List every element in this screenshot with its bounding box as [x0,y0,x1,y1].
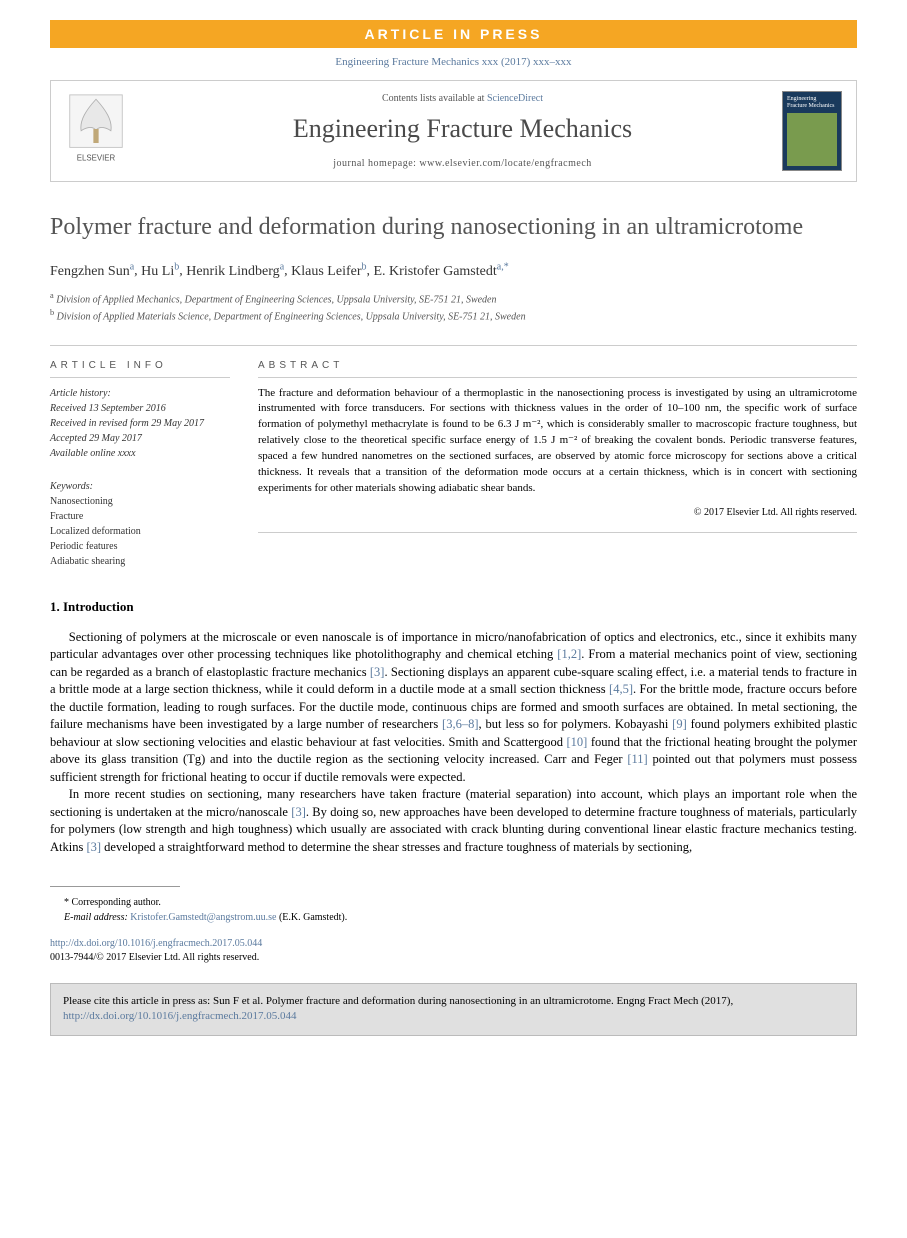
section-heading-introduction: 1. Introduction [50,599,857,615]
journal-homepage: journal homepage: www.elsevier.com/locat… [143,158,782,169]
article-history: Article history: Received 13 September 2… [50,386,230,461]
ref-link[interactable]: [1,2] [557,647,581,661]
header-middle: Contents lists available at ScienceDirec… [143,93,782,169]
abstract-header: ABSTRACT [258,360,857,378]
corresponding-author-label: * Corresponding author. [64,895,857,910]
issn-copyright: 0013-7944/© 2017 Elsevier Ltd. All right… [50,952,259,963]
ref-link[interactable]: [3] [86,840,101,854]
header-citation: Engineering Fracture Mechanics xxx (2017… [50,56,857,68]
ref-link[interactable]: [9] [672,717,687,731]
history-online: Available online xxxx [50,446,230,461]
ref-link[interactable]: [4,5] [609,682,633,696]
homepage-url[interactable]: www.elsevier.com/locate/engfracmech [419,158,591,169]
affiliations: a Division of Applied Mechanics, Departm… [50,290,857,325]
intro-paragraph-2: In more recent studies on sectioning, ma… [50,786,857,856]
ref-link[interactable]: [3] [291,805,306,819]
author[interactable]: Henrik Lindberga [186,264,284,279]
header-citation-link[interactable]: Engineering Fracture Mechanics xxx (2017… [335,56,571,68]
keyword-item: Localized deformation [50,524,230,539]
article-info-header: ARTICLE INFO [50,360,230,378]
doi-link[interactable]: http://dx.doi.org/10.1016/j.engfracmech.… [50,938,262,949]
elsevier-logo[interactable]: ELSEVIER [65,94,143,168]
corresponding-author-block: * Corresponding author. E-mail address: … [50,895,857,925]
doi-block: http://dx.doi.org/10.1016/j.engfracmech.… [50,937,857,965]
contents-prefix: Contents lists available at [382,93,487,104]
article-info-column: ARTICLE INFO Article history: Received 1… [50,360,230,569]
keyword-item: Adiabatic shearing [50,554,230,569]
keyword-item: Fracture [50,509,230,524]
journal-header-box: ELSEVIER Contents lists available at Sci… [50,80,857,182]
ref-link[interactable]: [11] [627,752,647,766]
journal-cover-thumbnail[interactable]: Engineering Fracture Mechanics [782,91,842,171]
email-label: E-mail address: [64,912,130,923]
elsevier-label: ELSEVIER [77,154,116,163]
cover-title: Engineering Fracture Mechanics [787,96,837,109]
homepage-label: journal homepage: [333,158,419,169]
history-accepted: Accepted 29 May 2017 [50,431,230,446]
email-line: E-mail address: Kristofer.Gamstedt@angst… [64,910,857,925]
citation-box: Please cite this article in press as: Su… [50,983,857,1036]
abstract-column: ABSTRACT The fracture and deformation be… [258,360,857,569]
ref-link[interactable]: [10] [566,735,587,749]
ref-link[interactable]: [3] [370,665,385,679]
authors-list: Fengzhen Suna, Hu Lib, Henrik Lindberga,… [50,261,857,280]
ref-link[interactable]: [3,6–8] [442,717,478,731]
abstract-text: The fracture and deformation behaviour o… [258,386,857,498]
history-revised: Received in revised form 29 May 2017 [50,416,230,431]
article-title: Polymer fracture and deformation during … [50,212,857,243]
keyword-item: Nanosectioning [50,494,230,509]
sciencedirect-link[interactable]: ScienceDirect [487,93,543,104]
copyright-line: © 2017 Elsevier Ltd. All rights reserved… [258,507,857,518]
journal-name: Engineering Fracture Mechanics [143,114,782,144]
citation-doi-link[interactable]: http://dx.doi.org/10.1016/j.engfracmech.… [63,1010,297,1022]
cover-image [787,113,837,166]
affiliation-a: a Division of Applied Mechanics, Departm… [50,290,857,307]
abstract-divider [258,532,857,533]
keywords-title: Keywords: [50,479,230,494]
author[interactable]: Fengzhen Suna [50,264,134,279]
history-title: Article history: [50,386,230,401]
intro-paragraph-1: Sectioning of polymers at the microscale… [50,629,857,787]
email-link[interactable]: Kristofer.Gamstedt@angstrom.uu.se [130,912,276,923]
author[interactable]: Hu Lib [141,264,179,279]
history-received: Received 13 September 2016 [50,401,230,416]
contents-lists-line: Contents lists available at ScienceDirec… [143,93,782,104]
footer-separator [50,886,180,887]
info-abstract-row: ARTICLE INFO Article history: Received 1… [50,345,857,569]
keyword-item: Periodic features [50,539,230,554]
citation-text: Please cite this article in press as: Su… [63,995,733,1007]
author[interactable]: E. Kristofer Gamstedta,* [374,264,509,279]
keywords-block: Keywords: Nanosectioning Fracture Locali… [50,479,230,569]
author[interactable]: Klaus Leiferb [291,264,366,279]
email-suffix: (E.K. Gamstedt). [276,912,347,923]
article-status-banner: ARTICLE IN PRESS [50,20,857,48]
affiliation-b: b Division of Applied Materials Science,… [50,307,857,324]
